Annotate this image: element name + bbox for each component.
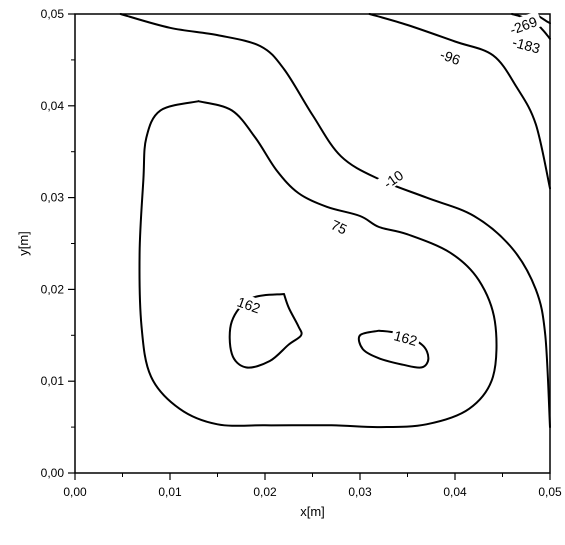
- contour-label-bg: [376, 163, 409, 193]
- contour-label-bg: [327, 214, 352, 238]
- contour-level-label: 162: [392, 327, 419, 349]
- contour-label-group: 162: [233, 291, 266, 317]
- contour-level-label: -183: [511, 34, 542, 57]
- contour-line-neg10: [119, 13, 551, 429]
- contour-label-bg: [434, 43, 467, 69]
- plot-area: [74, 13, 551, 474]
- contour-line-75: [138, 100, 498, 429]
- contour-label-bg: [390, 325, 422, 349]
- contour-line-162: [228, 293, 303, 369]
- axes-layer: 0,00 0,01 0,02 0,03 0,04 0,05 0,00 0,01 0,02 0,03…: [41, 7, 562, 499]
- contour-label-bg: [503, 10, 543, 39]
- x-tick-label: 0,03: [348, 485, 372, 499]
- x-tick-label: 0,00: [63, 485, 87, 499]
- x-tick-label: 0,01: [158, 485, 182, 499]
- y-tick-label: 0,01: [41, 374, 65, 388]
- contour-level-label: 162: [235, 293, 263, 316]
- contour-label-bg: [233, 291, 266, 317]
- contour-level-label: -96: [438, 46, 463, 68]
- x-tick-label: 0,04: [443, 485, 467, 499]
- contour-label-group: 162: [390, 325, 422, 349]
- y-tick-label: 0,05: [41, 7, 65, 21]
- x-tick-label: 0,05: [538, 485, 562, 499]
- y-axis-label: y[m]: [16, 231, 31, 256]
- x-axis-label: x[m]: [300, 504, 325, 519]
- contour-label-bg: [507, 31, 547, 57]
- contour-label-group: -96: [434, 43, 467, 69]
- contour-label-group: 75: [327, 214, 352, 238]
- contour-label-group: -183: [507, 31, 547, 57]
- contours-layer: [119, 13, 551, 429]
- y-tick-label: 0,03: [41, 191, 65, 205]
- contour-level-label: 75: [329, 216, 350, 237]
- y-tick-label: 0,00: [41, 466, 65, 480]
- y-tick-label: 0,02: [41, 282, 65, 296]
- x-tick-label: 0,02: [253, 485, 277, 499]
- y-tick-label: 0,04: [41, 99, 65, 113]
- contour-line-neg96: [368, 13, 551, 190]
- plot-frame: [74, 13, 551, 474]
